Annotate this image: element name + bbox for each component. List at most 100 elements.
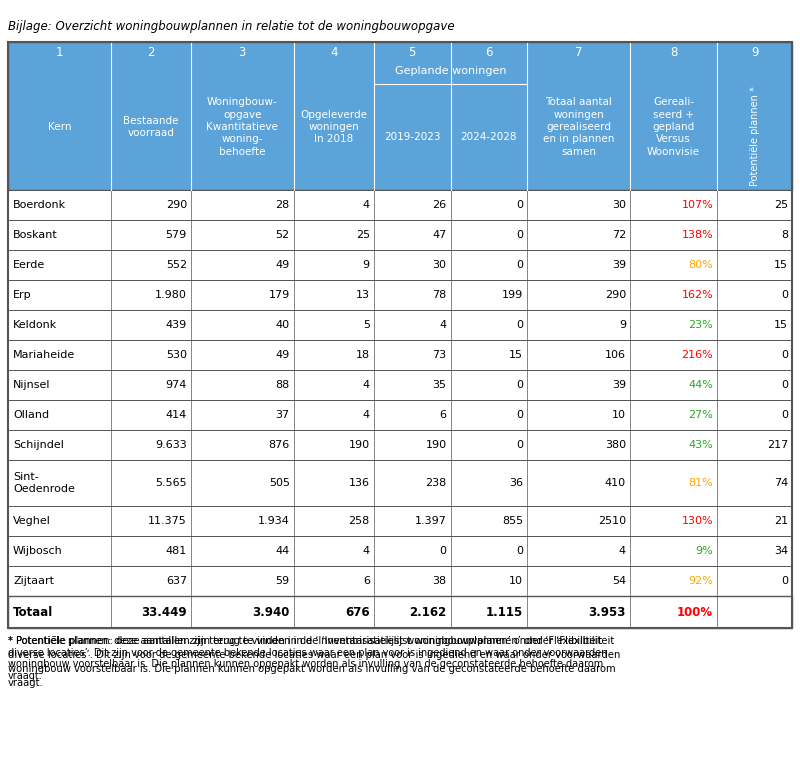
Text: 6: 6 [439, 410, 446, 420]
Text: 28: 28 [275, 200, 290, 210]
Text: 13: 13 [356, 290, 370, 300]
Bar [8, 220, 792, 250]
Text: 876: 876 [269, 440, 290, 450]
Text: 30: 30 [612, 200, 626, 210]
Text: 11.375: 11.375 [148, 516, 187, 526]
Text: 676: 676 [346, 605, 370, 618]
Bar [8, 566, 792, 596]
Text: 44%: 44% [688, 380, 713, 390]
Text: 481: 481 [166, 546, 187, 556]
Text: 414: 414 [166, 410, 187, 420]
Text: 258: 258 [349, 516, 370, 526]
Text: 78: 78 [432, 290, 446, 300]
Text: 9%: 9% [695, 546, 713, 556]
Text: 21: 21 [774, 516, 788, 526]
Text: 7: 7 [575, 46, 582, 60]
Text: 4: 4 [362, 380, 370, 390]
Text: 3.953: 3.953 [589, 605, 626, 618]
Text: 5: 5 [409, 46, 416, 60]
Text: 39: 39 [612, 380, 626, 390]
Text: 10: 10 [612, 410, 626, 420]
Text: 1.115: 1.115 [486, 605, 523, 618]
Text: Bijlage: Overzicht woningbouwplannen in relatie tot de woningbouwopgave: Bijlage: Overzicht woningbouwplannen in … [8, 20, 454, 33]
Text: 199: 199 [502, 290, 523, 300]
Text: 88: 88 [275, 380, 290, 390]
Text: 8: 8 [781, 230, 788, 240]
Text: 4: 4 [362, 410, 370, 420]
Text: 1.397: 1.397 [414, 516, 446, 526]
Text: 190: 190 [426, 440, 446, 450]
Text: 80%: 80% [688, 260, 713, 270]
Text: 9: 9 [750, 46, 758, 60]
Text: 380: 380 [605, 440, 626, 450]
Text: 0: 0 [781, 410, 788, 420]
Text: 1.934: 1.934 [258, 516, 290, 526]
Text: 72: 72 [612, 230, 626, 240]
Bar [8, 190, 792, 220]
Text: 974: 974 [166, 380, 187, 390]
Text: 0: 0 [516, 546, 523, 556]
Text: 0: 0 [516, 380, 523, 390]
Text: 0: 0 [516, 200, 523, 210]
Text: 30: 30 [433, 260, 446, 270]
Text: Zijtaart: Zijtaart [13, 576, 54, 586]
Text: 190: 190 [349, 440, 370, 450]
Text: 0: 0 [439, 546, 446, 556]
Bar [8, 506, 792, 536]
Text: 35: 35 [433, 380, 446, 390]
Text: 2019-2023: 2019-2023 [384, 132, 441, 142]
Text: Woningbouw-
opgave
Kwantitatieve
woning-
behoefte: Woningbouw- opgave Kwantitatieve woning-… [206, 98, 278, 157]
Bar [8, 596, 792, 628]
Text: 52: 52 [275, 230, 290, 240]
Text: 5: 5 [363, 320, 370, 330]
Text: 34: 34 [774, 546, 788, 556]
Text: 216%: 216% [682, 350, 713, 360]
Text: 36: 36 [509, 478, 523, 488]
Text: 505: 505 [269, 478, 290, 488]
Bar [8, 536, 792, 566]
Text: Potentiële plannen *: Potentiële plannen * [750, 86, 759, 186]
Text: Schijndel: Schijndel [13, 440, 64, 450]
Text: * Potentiële plannen: deze aantallen zijn terug te vinden in de ‘Inventarisatie: * Potentiële plannen: deze aantallen zi… [8, 636, 620, 688]
Text: 217: 217 [766, 440, 788, 450]
Bar [8, 460, 792, 506]
Text: Kern: Kern [48, 122, 71, 132]
Text: 8: 8 [670, 46, 678, 60]
Text: 637: 637 [166, 576, 187, 586]
Text: Opgeleverde
woningen
In 2018: Opgeleverde woningen In 2018 [300, 110, 367, 145]
Text: Wijbosch: Wijbosch [13, 546, 62, 556]
Text: 179: 179 [269, 290, 290, 300]
Text: 4: 4 [362, 546, 370, 556]
Text: Bestaande
voorraad: Bestaande voorraad [123, 116, 178, 139]
Text: 5.565: 5.565 [155, 478, 187, 488]
Text: 107%: 107% [682, 200, 713, 210]
Text: 2: 2 [147, 46, 154, 60]
Text: Boerdonk: Boerdonk [13, 200, 66, 210]
Text: 4: 4 [330, 46, 338, 60]
Text: 130%: 130% [682, 516, 713, 526]
Text: 6: 6 [485, 46, 493, 60]
Text: 4: 4 [619, 546, 626, 556]
Text: 855: 855 [502, 516, 523, 526]
Text: 49: 49 [275, 260, 290, 270]
Text: 59: 59 [275, 576, 290, 586]
Text: Olland: Olland [13, 410, 49, 420]
Text: 0: 0 [781, 380, 788, 390]
Text: 9: 9 [362, 260, 370, 270]
Text: 44: 44 [275, 546, 290, 556]
Text: 2024-2028: 2024-2028 [461, 132, 517, 142]
Text: Mariaheide: Mariaheide [13, 350, 75, 360]
Text: 0: 0 [516, 230, 523, 240]
Text: 38: 38 [432, 576, 446, 586]
Text: Sint-
Oedenrode: Sint- Oedenrode [13, 472, 75, 494]
Bar [8, 370, 792, 400]
Text: 290: 290 [166, 200, 187, 210]
Text: Totaal aantal
woningen
gerealiseerd
en in plannen
samen: Totaal aantal woningen gerealiseerd en i… [543, 98, 614, 157]
Text: 15: 15 [774, 260, 788, 270]
Text: 3: 3 [238, 46, 246, 60]
Text: 0: 0 [516, 410, 523, 420]
Text: 15: 15 [774, 320, 788, 330]
Text: 81%: 81% [688, 478, 713, 488]
Text: 39: 39 [612, 260, 626, 270]
Text: Geplande woningen: Geplande woningen [394, 66, 506, 76]
